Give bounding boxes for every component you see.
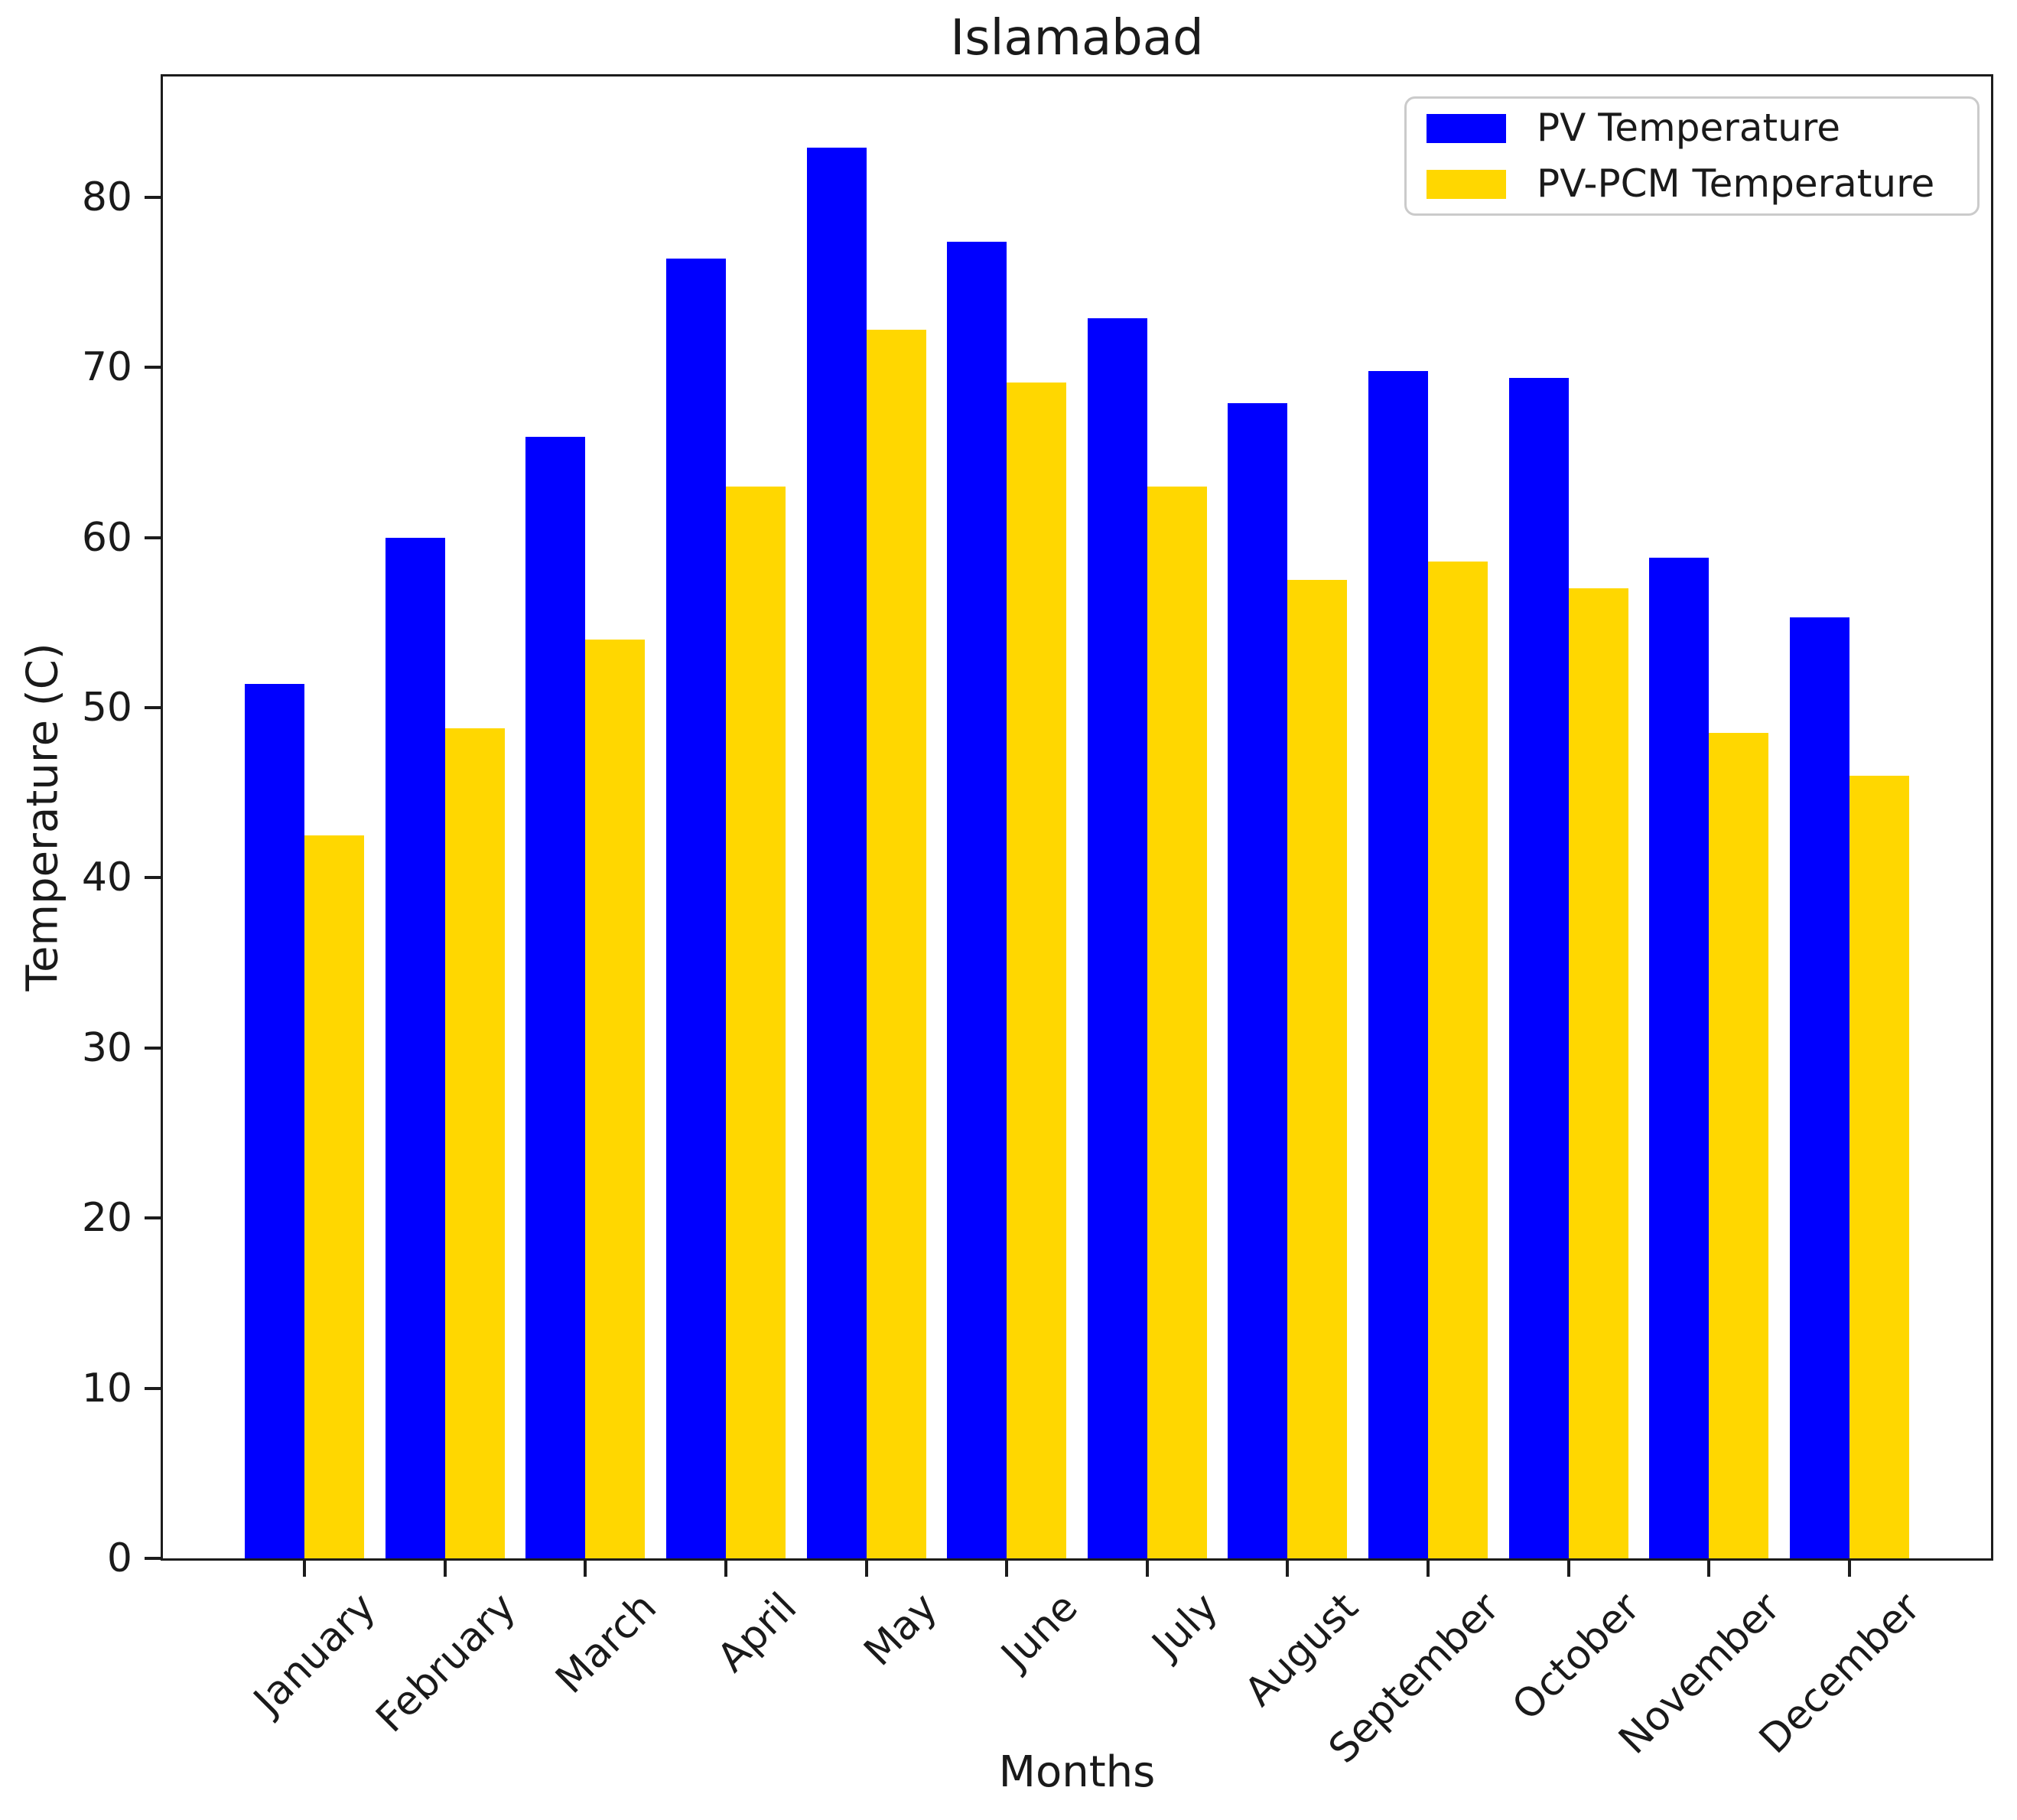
bar-pv-pcm-november bbox=[1709, 733, 1769, 1558]
bar-group-july: July bbox=[1087, 77, 1227, 1668]
bar-pv-pcm-may bbox=[866, 330, 926, 1558]
bar-pv-november bbox=[1649, 558, 1710, 1558]
x-tick-label-june: June bbox=[993, 1584, 1087, 1678]
bar-group-december: December bbox=[1751, 77, 1929, 1763]
bar-pv-pcm-july bbox=[1147, 486, 1207, 1558]
bar-pv-pcm-april bbox=[725, 486, 786, 1558]
x-tick-label-march: March bbox=[547, 1584, 665, 1703]
bar-pv-april bbox=[665, 258, 726, 1558]
x-tick-label-october: October bbox=[1503, 1584, 1649, 1730]
bar-pv-february bbox=[385, 537, 445, 1558]
legend-swatch-pv-pcm-icon bbox=[1427, 169, 1506, 199]
x-tick-mark bbox=[443, 1561, 447, 1577]
bar-group-february: February bbox=[368, 77, 525, 1741]
x-tick-mark bbox=[1286, 1561, 1290, 1577]
x-tick-mark bbox=[303, 1561, 306, 1577]
bar-pv-may bbox=[806, 148, 867, 1558]
y-tick-label: 0 bbox=[106, 1535, 132, 1581]
y-tick-label: 10 bbox=[81, 1365, 132, 1411]
bar-group-may: May bbox=[806, 77, 946, 1675]
y-tick-label: 60 bbox=[81, 514, 132, 561]
y-tick-mark bbox=[145, 1046, 161, 1050]
bar-group-october: October bbox=[1503, 77, 1648, 1730]
y-tick-mark bbox=[145, 706, 161, 710]
y-tick-mark bbox=[145, 366, 161, 370]
plot-area: 0 10 20 30 40 50 60 70 80 January February March Ap… bbox=[82, 74, 1993, 1773]
bar-group-august: August bbox=[1228, 77, 1368, 1715]
bar-pv-january bbox=[245, 683, 304, 1558]
x-tick-label-august: August bbox=[1236, 1584, 1368, 1716]
bar-group-january: January bbox=[245, 77, 384, 1724]
x-tick-label-april: April bbox=[708, 1584, 806, 1682]
x-tick-mark bbox=[1566, 1561, 1570, 1577]
bar-pv-pcm-february bbox=[444, 728, 505, 1558]
y-tick-mark bbox=[145, 1557, 161, 1560]
bar-pv-june bbox=[947, 241, 1007, 1558]
bar-pv-august bbox=[1228, 403, 1288, 1558]
bar-pv-pcm-september bbox=[1428, 561, 1488, 1558]
legend-label: PV-PCM Temperature bbox=[1537, 161, 1935, 206]
x-tick-mark bbox=[724, 1561, 727, 1577]
x-tick-mark bbox=[1005, 1561, 1009, 1577]
legend-item: PV-PCM Temperature bbox=[1427, 163, 1957, 205]
bar-pv-pcm-october bbox=[1568, 588, 1628, 1558]
x-tick-mark bbox=[1847, 1561, 1851, 1577]
bars-area: January February March April May June July Augu… bbox=[163, 77, 1991, 1773]
bar-pv-october bbox=[1508, 377, 1569, 1558]
bar-pv-september bbox=[1368, 370, 1428, 1558]
legend: PV Temperature PV-PCM Temperature bbox=[1404, 96, 1980, 216]
bar-group-november: November bbox=[1610, 77, 1789, 1763]
x-axis-label: Months bbox=[998, 1747, 1156, 1797]
x-tick-mark bbox=[1707, 1561, 1711, 1577]
bar-pv-july bbox=[1087, 317, 1147, 1558]
x-tick-mark bbox=[584, 1561, 587, 1577]
y-axis-label: Temperature (C) bbox=[18, 643, 68, 991]
legend-swatch-pv-icon bbox=[1427, 113, 1506, 143]
x-tick-mark bbox=[1427, 1561, 1430, 1577]
legend-item: PV Temperature bbox=[1427, 107, 1957, 149]
bar-group-april: April bbox=[665, 77, 805, 1681]
y-tick-mark bbox=[145, 1386, 161, 1390]
y-tick-label: 20 bbox=[81, 1195, 132, 1242]
y-axis-ticks: 0 10 20 30 40 50 60 70 80 bbox=[82, 77, 1991, 1578]
bar-group-september: September bbox=[1320, 77, 1508, 1773]
x-tick-mark bbox=[864, 1561, 868, 1577]
y-tick-mark bbox=[145, 876, 161, 880]
y-tick-mark bbox=[145, 1216, 161, 1220]
x-tick-label-january: January bbox=[245, 1584, 385, 1724]
bar-pv-pcm-august bbox=[1287, 580, 1348, 1558]
y-tick-label: 30 bbox=[81, 1024, 132, 1071]
bar-group-march: March bbox=[525, 77, 665, 1703]
y-tick-label: 50 bbox=[81, 685, 132, 731]
chart-title: Islamabad bbox=[950, 10, 1204, 67]
x-tick-label-february: February bbox=[367, 1584, 525, 1742]
bar-pv-pcm-january bbox=[304, 835, 364, 1558]
bar-pv-pcm-december bbox=[1849, 776, 1909, 1558]
x-tick-mark bbox=[1145, 1561, 1149, 1577]
bar-pv-december bbox=[1789, 617, 1849, 1558]
y-tick-mark bbox=[145, 195, 161, 199]
y-tick-label: 70 bbox=[81, 344, 132, 391]
bar-pv-pcm-june bbox=[1007, 383, 1067, 1558]
bar-pv-pcm-march bbox=[585, 640, 646, 1558]
y-tick-mark bbox=[145, 536, 161, 539]
x-tick-label-july: July bbox=[1144, 1584, 1228, 1668]
legend-label: PV Temperature bbox=[1537, 106, 1840, 150]
y-tick-label: 80 bbox=[81, 174, 132, 220]
x-tick-label-may: May bbox=[855, 1584, 946, 1675]
y-tick-label: 40 bbox=[81, 855, 132, 901]
bar-group-june: June bbox=[947, 77, 1087, 1678]
bar-pv-march bbox=[525, 437, 586, 1558]
